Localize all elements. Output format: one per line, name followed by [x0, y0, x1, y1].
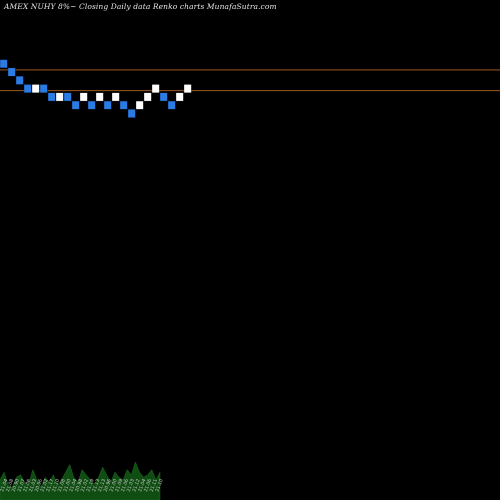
renko-brick-down: [39, 84, 48, 93]
date-label: 21.12: [131, 478, 141, 492]
date-label: 21.04: [137, 478, 147, 492]
date-label: 21.11: [149, 478, 159, 492]
renko-brick-up: [55, 92, 64, 102]
date-label: 21.03: [28, 478, 38, 492]
renko-brick-down: [127, 109, 136, 118]
chart-title: AMEX NUHY 8%~ Closing Daily data Renko c…: [4, 2, 277, 11]
date-label: 21.17: [45, 478, 55, 492]
renko-brick-up: [79, 92, 88, 102]
renko-brick-down: [47, 92, 56, 102]
renko-brick-up: [143, 92, 152, 102]
renko-brick-up: [151, 84, 160, 93]
date-label: 21.10: [51, 478, 61, 492]
date-label: 21.06: [22, 478, 32, 492]
date-label: 21.06: [120, 478, 130, 492]
volume-area-path: [0, 461, 161, 500]
date-label: 21.19: [85, 478, 95, 492]
date-label: 21.00: [108, 478, 118, 492]
renko-brick-up: [135, 100, 144, 110]
renko-brick-down: [71, 100, 80, 110]
date-label: 21.04: [0, 478, 9, 492]
date-label: 21.03: [126, 478, 136, 492]
renko-brick-down: [0, 59, 8, 69]
renko-bricks: [0, 59, 192, 118]
date-label: 21.04: [68, 478, 78, 492]
date-label: 20.96: [103, 478, 113, 492]
renko-brick-down: [119, 100, 128, 110]
date-label: 21.10: [154, 478, 164, 492]
renko-brick-down: [103, 100, 112, 110]
renko-brick-down: [159, 92, 168, 102]
renko-brick-up: [95, 92, 104, 102]
date-label: 20.90: [11, 478, 21, 492]
date-label: 21.09: [114, 478, 124, 492]
renko-brick-up: [175, 92, 184, 102]
date-label: 21.08: [5, 478, 15, 492]
date-labels: 21.0421.0820.9021.0721.0621.0320.9621.02…: [0, 478, 165, 492]
renko-brick-down: [87, 100, 96, 110]
date-label: 21.07: [16, 478, 26, 492]
date-label: 21.02: [39, 478, 49, 492]
date-label: 21.13: [91, 478, 101, 492]
date-label: 21.13: [97, 478, 107, 492]
renko-brick-down: [15, 76, 24, 85]
renko-brick-down: [167, 100, 176, 110]
renko-brick-up: [31, 84, 40, 93]
renko-brick-up: [183, 84, 192, 93]
volume-area: [0, 461, 161, 500]
renko-brick-up: [111, 92, 120, 102]
date-label: 20.96: [34, 478, 44, 492]
level-lines: [0, 69, 500, 92]
date-label: 21.08: [57, 478, 67, 492]
date-label: 20.98: [74, 478, 84, 492]
renko-brick-down: [23, 84, 32, 93]
date-label: 21.06: [143, 478, 153, 492]
renko-brick-down: [7, 67, 16, 77]
renko-brick-down: [63, 92, 72, 102]
date-label: 21.00: [62, 478, 72, 492]
date-label: 21.02: [80, 478, 90, 492]
